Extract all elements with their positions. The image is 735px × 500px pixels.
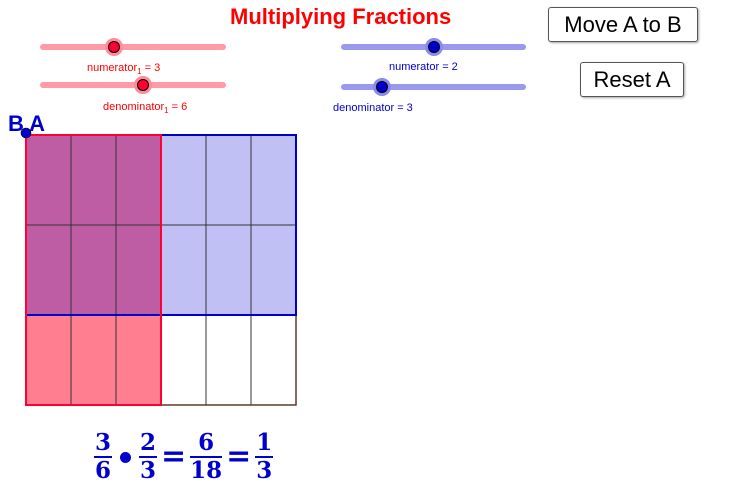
grid-cell [250, 314, 297, 406]
grid-cell [70, 314, 117, 406]
equals-sign: = [226, 439, 252, 474]
fraction-bar [190, 456, 223, 458]
denominator1-slider[interactable] [40, 76, 226, 94]
slider-knob[interactable] [137, 79, 150, 91]
red-fraction-region [25, 134, 162, 406]
denominator2-slider[interactable] [341, 78, 526, 96]
label-text: numerator [87, 62, 138, 74]
grid-cell [115, 134, 162, 226]
equation: 3 6 2 3 = 6 18 = 1 3 [92, 422, 275, 492]
denominator2-label: denominator = 3 [333, 102, 413, 114]
grid-cell [70, 134, 117, 226]
fraction-bar [94, 456, 112, 458]
grid-cell [205, 314, 252, 406]
point-a [20, 127, 32, 139]
move-a-to-b-button[interactable]: Move A to B [548, 7, 698, 42]
grid-cell [25, 224, 72, 316]
grid-cell [250, 224, 297, 316]
slider-knob[interactable] [376, 81, 389, 93]
slider-knob[interactable] [108, 41, 121, 53]
equals-sign: = [161, 439, 187, 474]
slider-knob[interactable] [427, 41, 440, 53]
label-subscript: 1 [137, 67, 142, 77]
denominator1-label: denominator1 = 6 [103, 101, 187, 115]
label-value: = 3 [141, 62, 161, 74]
grid-cell [205, 134, 252, 226]
fraction-bar [139, 456, 157, 458]
grid-cell [205, 224, 252, 316]
grid-cell [160, 314, 207, 406]
slider-track[interactable] [341, 84, 526, 90]
label-subscript: 1 [164, 106, 169, 116]
grid-cell [160, 134, 207, 226]
grid-cell [70, 224, 117, 316]
fraction-4-numerator: 1 [256, 429, 273, 456]
label-value: = 6 [168, 101, 188, 113]
grid-cell [250, 134, 297, 226]
fraction-4-denominator: 3 [256, 457, 273, 484]
fraction-3-numerator: 6 [198, 429, 215, 456]
grid-cell [115, 224, 162, 316]
reset-a-button[interactable]: Reset A [580, 62, 684, 97]
slider-track[interactable] [40, 44, 226, 50]
fraction-1: 3 6 [94, 430, 112, 484]
fraction-2-denominator: 3 [139, 457, 156, 484]
numerator2-slider[interactable] [341, 38, 526, 56]
fraction-1-denominator: 6 [94, 457, 111, 484]
numerator2-label: numerator = 2 [389, 61, 458, 73]
label-text: denominator [103, 101, 165, 113]
fraction-bar [255, 456, 274, 458]
grid-cell [115, 314, 162, 406]
fraction-2-numerator: 2 [139, 429, 156, 456]
fraction-3: 6 18 [190, 429, 223, 484]
grid-cell [160, 224, 207, 316]
fraction-4: 1 3 [255, 429, 274, 484]
fraction-1-numerator: 3 [94, 429, 111, 456]
slider-track[interactable] [40, 82, 226, 88]
numerator1-label: numerator1 = 3 [87, 62, 160, 76]
grid-cell [25, 134, 72, 226]
grid-cell [25, 314, 72, 406]
fraction-3-denominator: 18 [190, 457, 223, 484]
page-title: Multiplying Fractions [230, 4, 452, 29]
numerator1-slider[interactable] [40, 38, 226, 56]
multiply-dot [120, 451, 131, 463]
fraction-2: 2 3 [139, 430, 157, 484]
